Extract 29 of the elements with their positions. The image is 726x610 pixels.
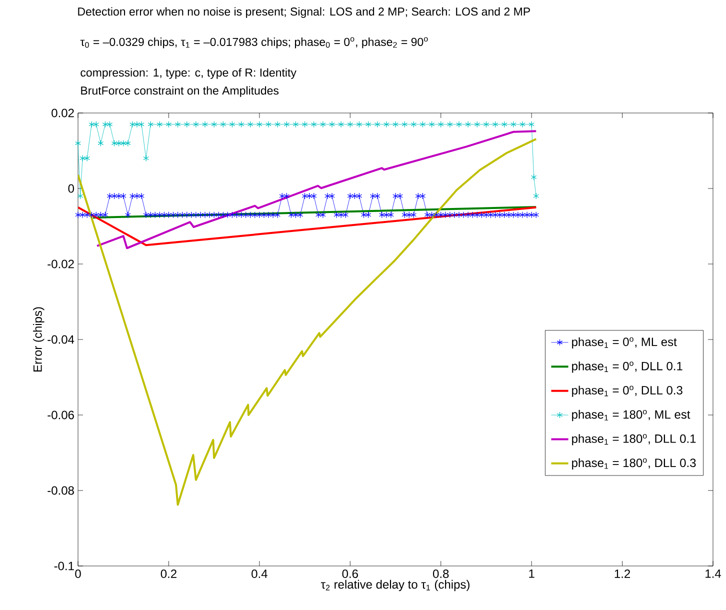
- legend-label: phase$_{1}$ = 180$^{o}$, ML est: [572, 410, 690, 422]
- legend-label: phase$_{1}$ = 180$^{o}$, DLL 0.3: [572, 458, 696, 470]
- line-series: [78, 138, 538, 506]
- x-tick-label: 1.2: [614, 570, 630, 578]
- legend-label: phase$_{1}$ = 0$^{o}$, DLL 0.3: [572, 386, 682, 397]
- chart-title: Detection error when no noise is present; Signal: LOS and 2 MP; Search: LOS and 2 MP: [78, 7, 530, 18]
- y-tick-label: -0.02: [48, 260, 74, 268]
- x-tick-label: 0.2: [160, 570, 176, 578]
- line-series: [96, 130, 538, 250]
- x-tick-label: 0: [75, 570, 81, 578]
- x-tick-label: 0.8: [432, 570, 449, 578]
- legend-label: phase$_{1}$ = 180$^{o}$, DLL 0.1: [572, 434, 696, 446]
- x-axis-title: τ$_{2}$ relative delay to τ$_{1}$ (chips): [320, 580, 470, 592]
- text: compression: 1, type: c, type of R: Identity: [80, 68, 296, 79]
- legend-label: phase$_{1}$ = 0$^{o}$, DLL 0.1: [572, 362, 682, 373]
- text: BrutForce constraint on the Amplitudes: [81, 86, 279, 97]
- y-tick-label: -0.04: [48, 335, 74, 344]
- y-tick-label: -0.06: [48, 410, 74, 420]
- y-axis-title: Error (chips): [33, 307, 44, 372]
- legend-label: phase$_{1}$ = 0$^{o}$, ML est: [572, 337, 677, 349]
- y-tick-label: -0.1: [54, 562, 74, 570]
- y-tick-label: -0.08: [48, 486, 74, 495]
- y-tick-label: 0: [68, 184, 74, 193]
- x-tick-label: 0.6: [342, 570, 358, 578]
- x-tick-label: 1.4: [706, 570, 721, 578]
- x-tick-label: 1: [529, 570, 534, 578]
- text: τ$_{0}$ = –0.0329 chips, τ$_{1}$ = –0.017983 chips; phase$_{0}$ = 0$^{o}$, phase$_{2}$ = 90$^{o}$: [80, 37, 428, 48]
- y-tick-label: 0.02: [52, 108, 74, 118]
- x-tick-label: 0.4: [252, 570, 268, 578]
